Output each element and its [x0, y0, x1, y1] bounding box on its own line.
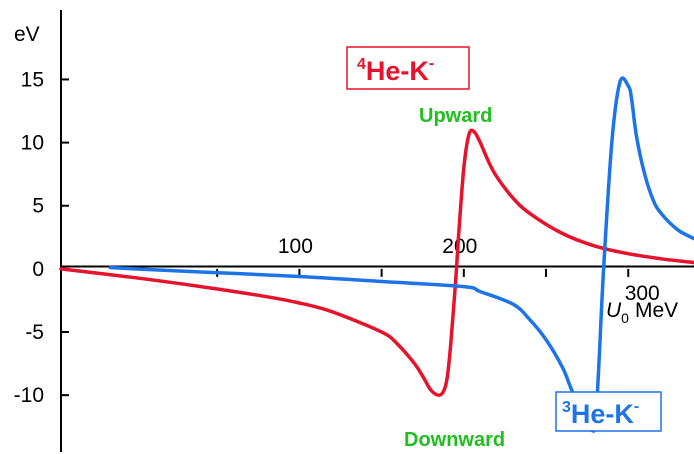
- x-tick-label: 200: [442, 235, 477, 258]
- series-label-3he-mass: 3: [562, 399, 571, 416]
- series-label-4he-text: He-K: [366, 56, 430, 86]
- series-label-3he-k: 3He-K-: [562, 398, 639, 429]
- series-line-4he-k: [59, 128, 694, 397]
- y-tick-label: -5: [25, 321, 44, 344]
- annotation-upward: Upward: [419, 105, 492, 127]
- y-tick-label: 0: [32, 258, 44, 281]
- x-tick-label: 300: [625, 282, 660, 305]
- y-tick-group: 15 10 5 0 -5 -10: [14, 68, 69, 407]
- x-axis-label: U0 MeV: [606, 299, 678, 326]
- y-tick-label: 5: [32, 195, 44, 218]
- x-axis-unit: MeV: [635, 299, 678, 322]
- series-label-3he-charge: -: [634, 398, 639, 415]
- x-axis-variable-subscript: 0: [621, 310, 629, 326]
- x-tick-group: 100 200 300: [216, 235, 660, 305]
- y-tick-label: 15: [21, 68, 44, 91]
- y-tick-label: 10: [21, 132, 44, 155]
- series-line-3he-k: [108, 76, 694, 433]
- series-label-3he-text: He-K: [571, 399, 635, 429]
- annotation-downward: Downward: [404, 429, 505, 451]
- series-label-4he-k: 4He-K-: [357, 55, 434, 86]
- series-label-4he-charge: -: [429, 55, 434, 72]
- x-tick-label: 100: [278, 235, 313, 258]
- y-tick-label: -10: [14, 384, 44, 407]
- series-label-box-3he-k: [555, 391, 662, 432]
- y-axis-unit-label: eV: [14, 23, 40, 46]
- series-label-4he-mass: 4: [357, 56, 366, 73]
- series-label-box-4he-k: [346, 46, 470, 90]
- x-axis-variable: U: [606, 299, 622, 322]
